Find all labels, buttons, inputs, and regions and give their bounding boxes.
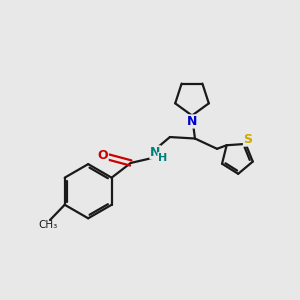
Text: O: O <box>98 149 108 162</box>
Text: H: H <box>158 153 167 163</box>
Text: N: N <box>150 146 160 159</box>
Text: CH₃: CH₃ <box>39 220 58 230</box>
Text: S: S <box>244 133 253 146</box>
Text: N: N <box>187 115 197 128</box>
